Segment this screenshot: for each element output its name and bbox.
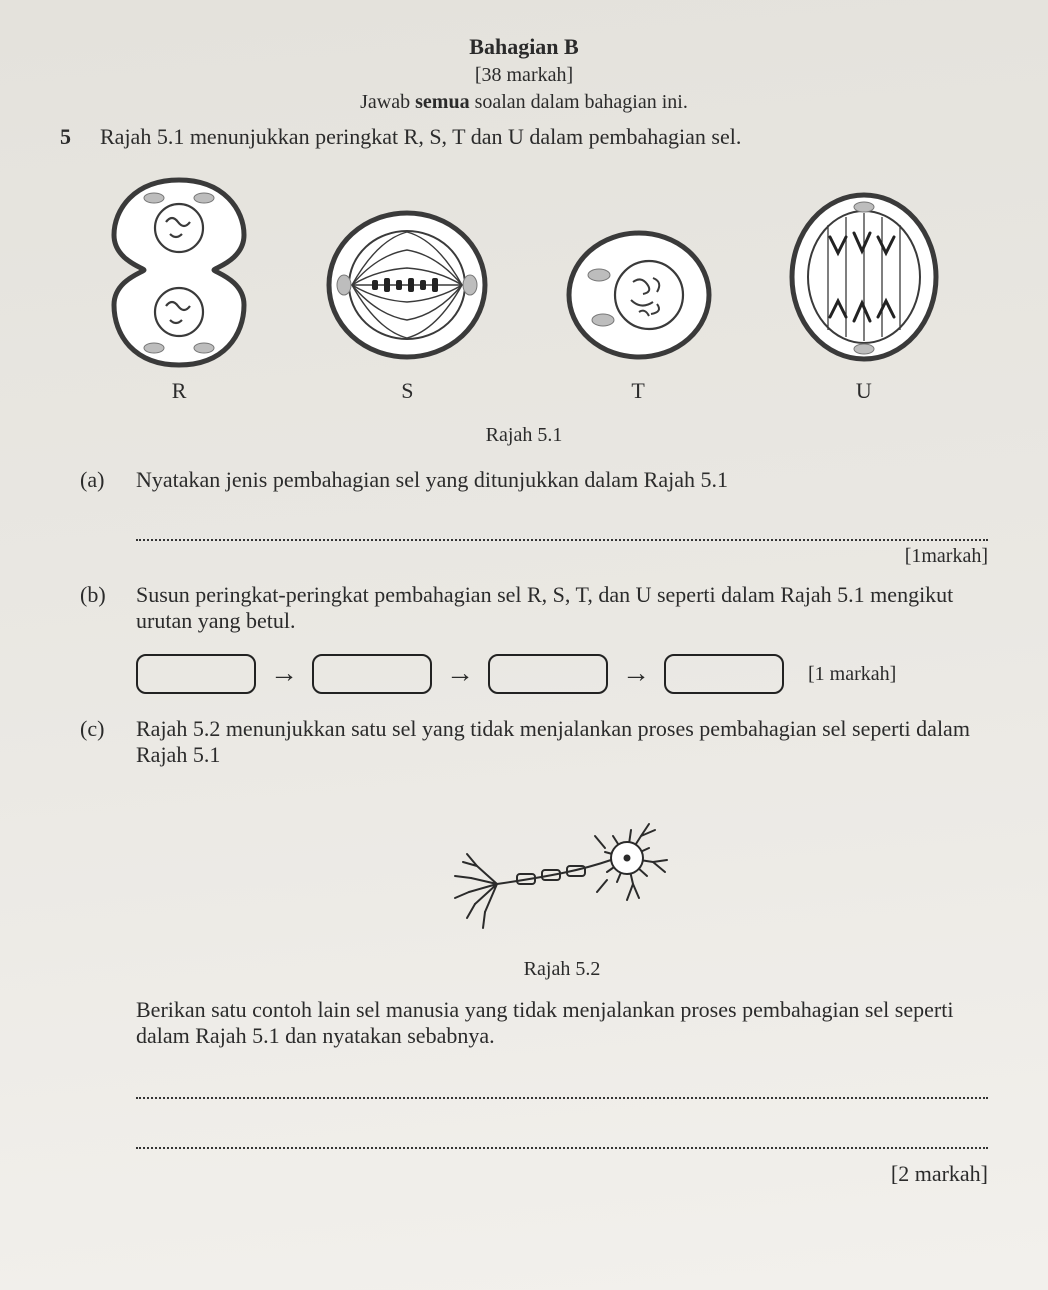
figure-5-1-caption: Rajah 5.1	[60, 424, 988, 447]
sub-c-marks: [2 markah]	[136, 1161, 988, 1187]
sub-c-followup: Berikan satu contoh lain sel manusia yan…	[136, 997, 988, 1049]
section-title: Bahagian B	[60, 34, 988, 60]
arrow-icon: →	[622, 660, 650, 688]
sub-a-text: Nyatakan jenis pembahagian sel yang ditu…	[136, 467, 988, 493]
question-5-row: 5 Rajah 5.1 menunjukkan peringkat R, S, …	[60, 124, 988, 150]
exam-page: Bahagian B [38 markah] Jawab semua soala…	[0, 0, 1048, 1290]
answer-line-c2[interactable]	[136, 1145, 988, 1149]
cell-R-diagram	[104, 170, 254, 370]
sub-a-marks: [1markah]	[136, 545, 988, 568]
sequence-box-4[interactable]	[664, 654, 784, 694]
sub-a: (a) Nyatakan jenis pembahagian sel yang …	[60, 467, 988, 568]
sequence-box-3[interactable]	[488, 654, 608, 694]
sub-b: (b) Susun peringkat-peringkat pembahagia…	[60, 582, 988, 702]
cell-R-label: R	[104, 378, 254, 404]
cell-U-label: U	[784, 378, 944, 404]
answer-line-a[interactable]	[136, 515, 988, 541]
instruction-bold: semua	[415, 91, 469, 113]
cell-S: S	[322, 200, 492, 404]
figure-5-1-row: R	[60, 170, 988, 404]
sub-b-text: Susun peringkat-peringkat pembahagian se…	[136, 582, 988, 634]
sequence-box-1[interactable]	[136, 654, 256, 694]
sub-b-label: (b)	[80, 582, 136, 608]
figure-5-2: Rajah 5.2	[136, 788, 988, 981]
cell-S-label: S	[322, 378, 492, 404]
sub-c-text: Rajah 5.2 menunjukkan satu sel yang tida…	[136, 716, 988, 768]
sub-b-marks: [1 markah]	[808, 663, 896, 686]
cell-U: U	[784, 185, 944, 404]
cell-T-label: T	[561, 378, 716, 404]
arrow-icon: →	[270, 660, 298, 688]
cell-R: R	[104, 170, 254, 404]
figure-5-2-caption: Rajah 5.2	[136, 958, 988, 981]
sub-c: (c) Rajah 5.2 menunjukkan satu sel yang …	[60, 716, 988, 1187]
cell-T-diagram	[561, 220, 716, 370]
question-intro: Rajah 5.1 menunjukkan peringkat R, S, T …	[100, 124, 988, 150]
instruction-suffix: soalan dalam bahagian ini.	[470, 91, 688, 113]
arrow-icon: →	[446, 660, 474, 688]
sequence-row: → → → [1 markah]	[136, 654, 988, 694]
instruction-prefix: Jawab	[360, 91, 415, 113]
neuron-diagram	[402, 788, 722, 948]
answer-line-c1[interactable]	[136, 1095, 988, 1099]
total-marks: [38 markah]	[60, 64, 988, 87]
instruction-line: Jawab semua soalan dalam bahagian ini.	[60, 91, 988, 114]
sub-c-label: (c)	[80, 716, 136, 742]
cell-T: T	[561, 220, 716, 404]
sequence-box-2[interactable]	[312, 654, 432, 694]
cell-S-diagram	[322, 200, 492, 370]
sub-a-label: (a)	[80, 467, 136, 493]
question-number: 5	[60, 124, 100, 150]
cell-U-diagram	[784, 185, 944, 370]
